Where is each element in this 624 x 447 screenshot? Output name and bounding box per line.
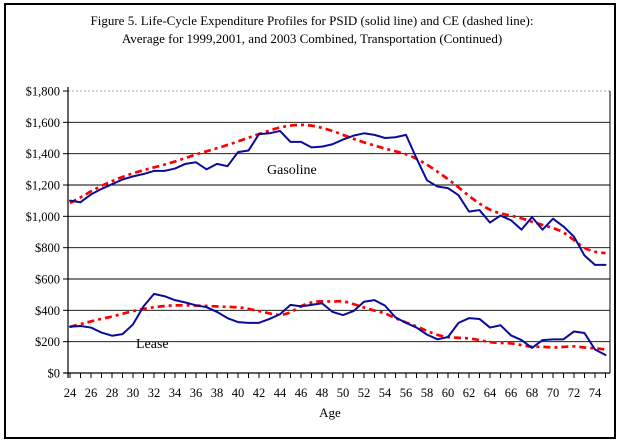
x-tick-label: 74 bbox=[589, 386, 602, 400]
series-line-ce-gasoline bbox=[69, 123, 606, 255]
x-tick-label: 64 bbox=[484, 386, 497, 400]
figure-title-line2: Average for 1999,2001, and 2003 Combined… bbox=[121, 31, 503, 46]
x-tick-label: 48 bbox=[316, 386, 329, 400]
y-tick-label: $200 bbox=[35, 335, 60, 349]
x-tick-label: 30 bbox=[127, 386, 140, 400]
y-tick-label: $1,200 bbox=[26, 179, 60, 193]
y-tick-label: $1,000 bbox=[26, 210, 60, 224]
x-tick-label: 46 bbox=[295, 386, 308, 400]
series-label-lease: Lease bbox=[136, 337, 169, 352]
x-tick-label: 32 bbox=[148, 386, 161, 400]
x-tick-label: 62 bbox=[463, 386, 476, 400]
figure-title-line1: Figure 5. Life-Cycle Expenditure Profile… bbox=[90, 13, 534, 28]
x-tick-label: 36 bbox=[190, 386, 203, 400]
x-tick-label: 56 bbox=[400, 386, 413, 400]
x-tick-label: 66 bbox=[505, 386, 518, 400]
y-tick-label: $1,600 bbox=[26, 116, 60, 130]
x-tick-label: 44 bbox=[274, 386, 287, 400]
figure-title: Figure 5. Life-Cycle Expenditure Profile… bbox=[0, 12, 624, 48]
x-tick-label: 26 bbox=[85, 386, 98, 400]
x-tick-label: 60 bbox=[442, 386, 455, 400]
y-tick-label: $800 bbox=[35, 241, 60, 255]
series-line-psid-gasoline bbox=[69, 129, 607, 266]
x-tick-label: 70 bbox=[547, 386, 560, 400]
x-tick-label: 54 bbox=[379, 386, 392, 400]
x-tick-label: 72 bbox=[568, 386, 581, 400]
x-tick-label: 28 bbox=[106, 386, 119, 400]
x-tick-label: 40 bbox=[232, 386, 245, 400]
x-tick-label: 42 bbox=[253, 386, 266, 400]
x-tick-label: 52 bbox=[358, 386, 371, 400]
series-line-ce-lease bbox=[69, 299, 606, 351]
x-tick-label: 58 bbox=[421, 386, 434, 400]
y-tick-label: $1,800 bbox=[26, 85, 60, 99]
figure-border bbox=[4, 3, 616, 439]
y-tick-label: $600 bbox=[35, 273, 60, 287]
y-tick-label: $0 bbox=[48, 367, 61, 381]
y-tick-label: $400 bbox=[35, 304, 60, 318]
x-tick-label: 38 bbox=[211, 386, 224, 400]
x-tick-label: 68 bbox=[526, 386, 539, 400]
series-label-gasoline: Gasoline bbox=[267, 163, 317, 178]
x-axis-title: Age bbox=[319, 405, 341, 420]
y-tick-label: $1,400 bbox=[26, 147, 60, 161]
series-line-psid-lease bbox=[69, 292, 607, 356]
x-tick-label: 34 bbox=[169, 386, 182, 400]
x-tick-label: 50 bbox=[337, 386, 350, 400]
x-tick-label: 24 bbox=[64, 386, 77, 400]
